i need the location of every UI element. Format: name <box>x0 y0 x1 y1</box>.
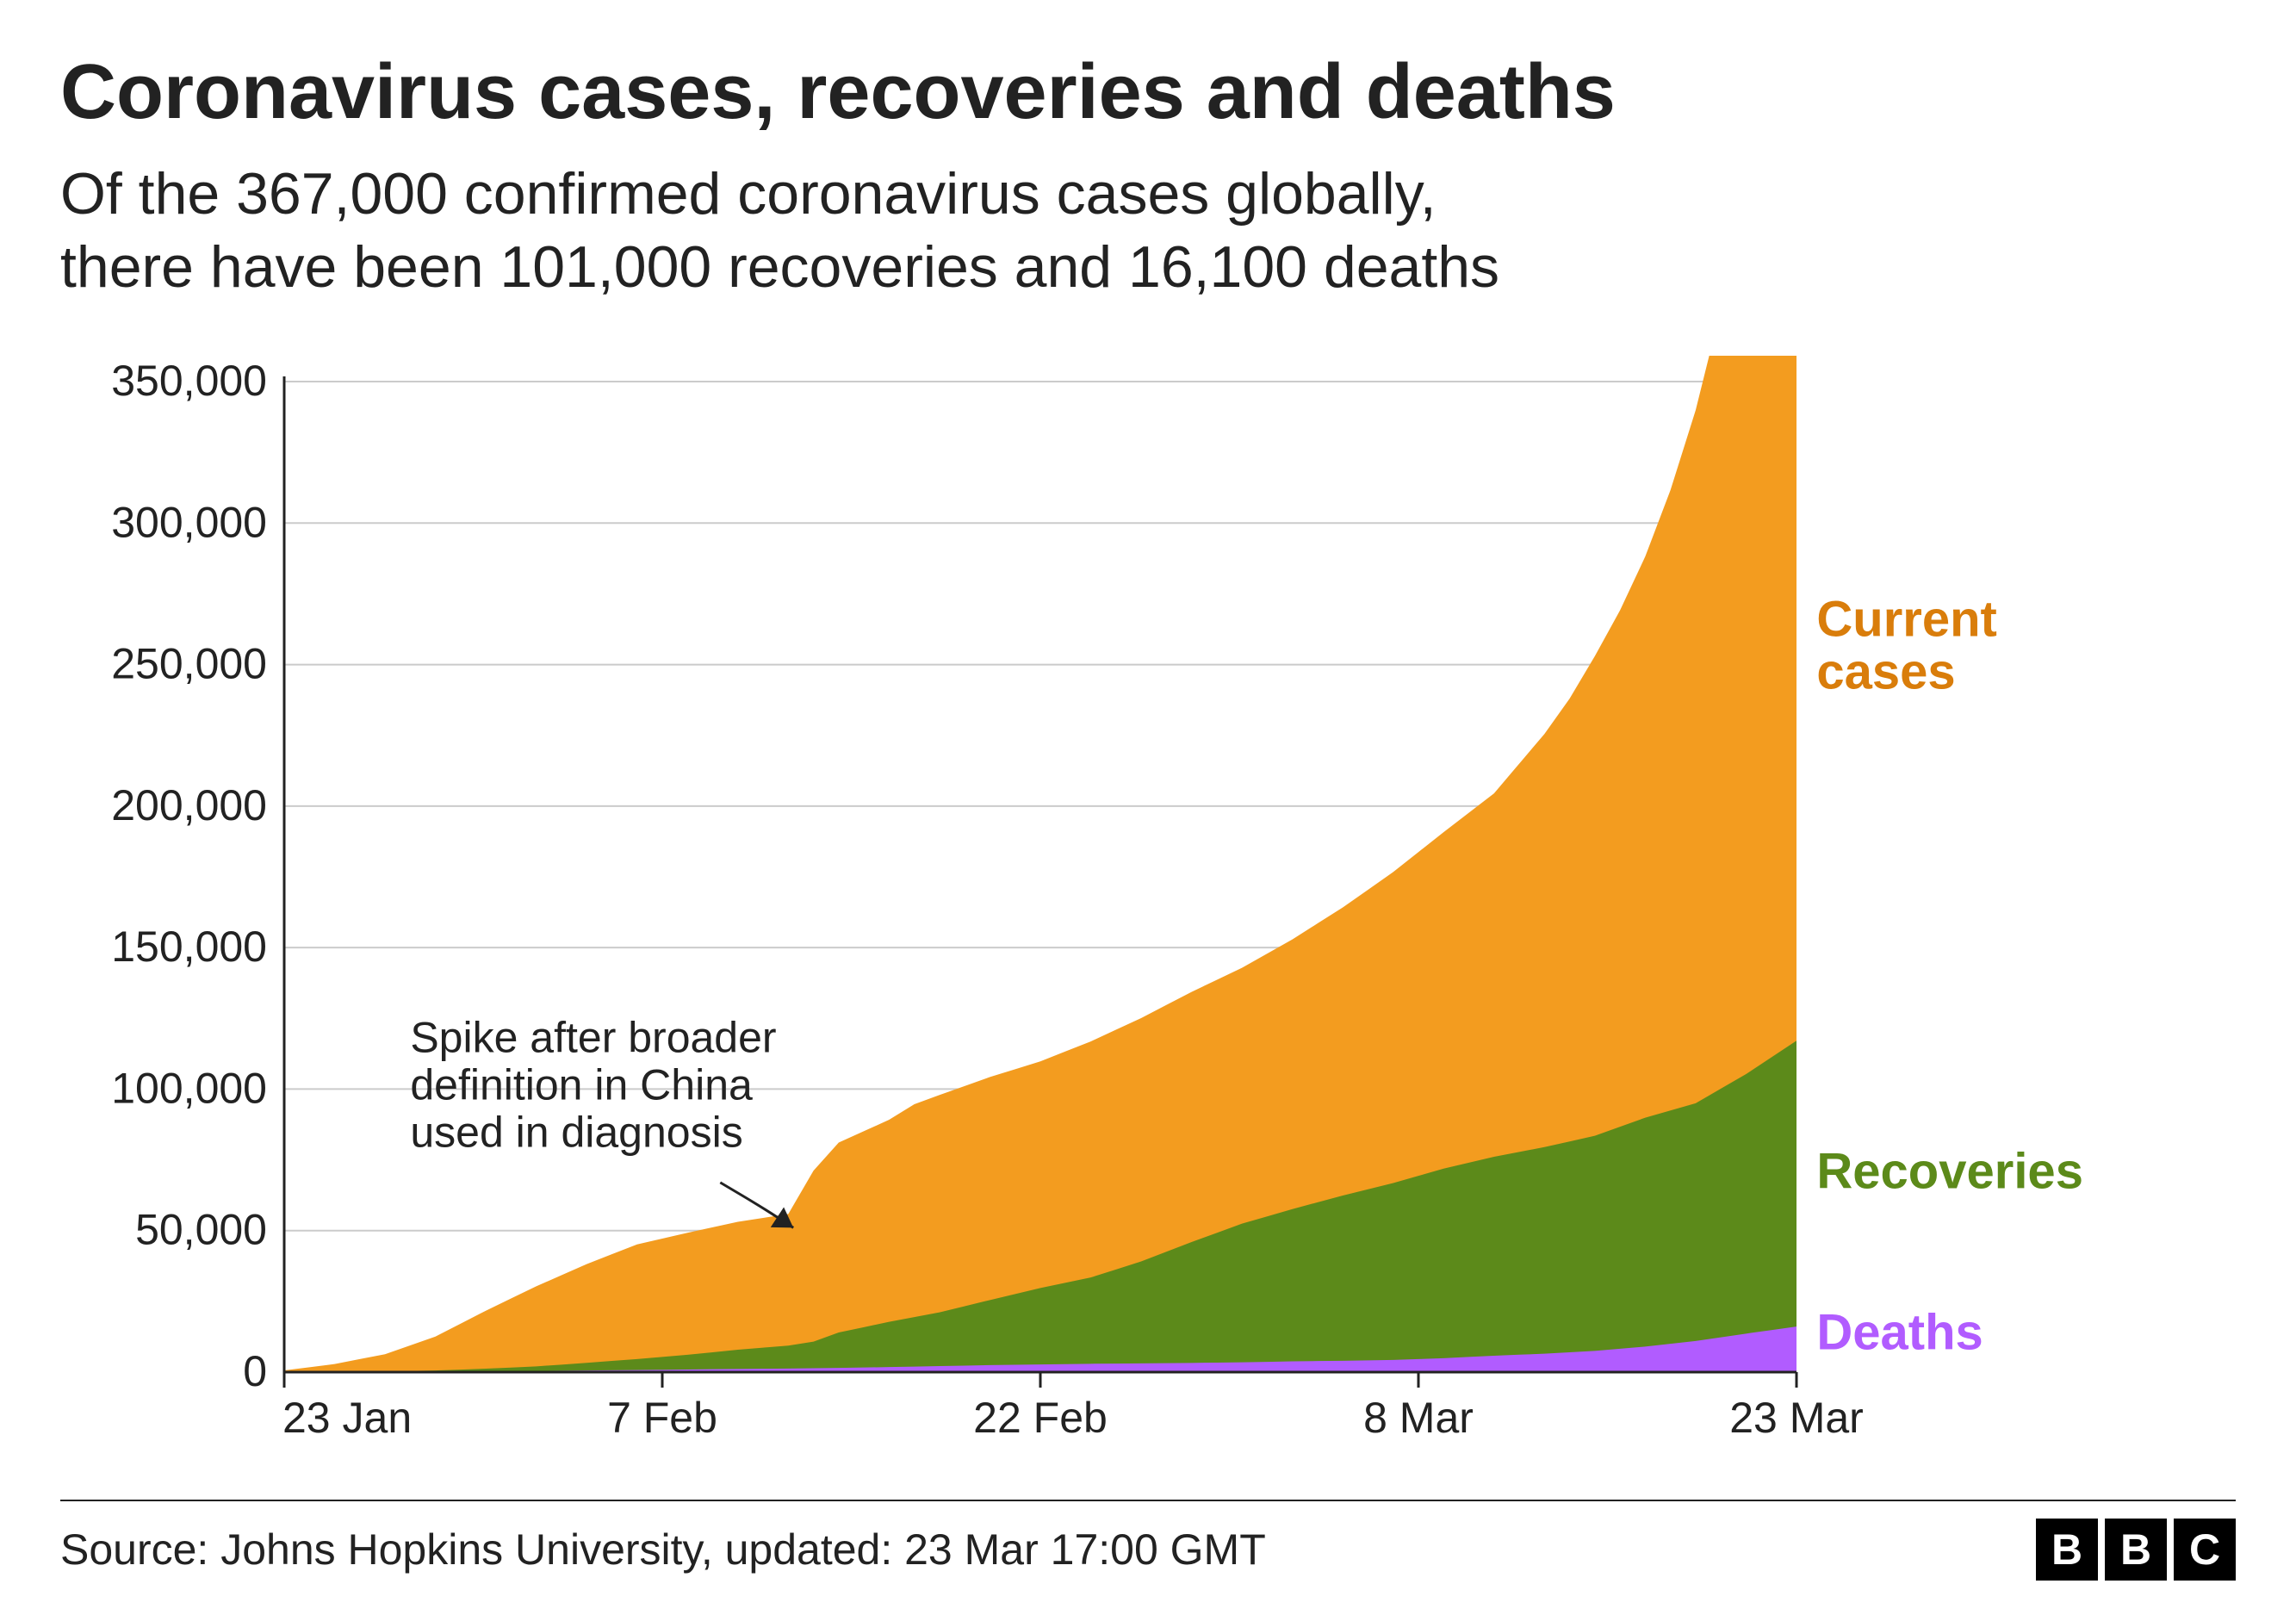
y-tick-label: 350,000 <box>111 357 267 405</box>
bbc-logo: B B C <box>2036 1519 2236 1581</box>
bbc-block-2: B <box>2105 1519 2167 1581</box>
series-label-deaths: Deaths <box>1816 1304 1983 1360</box>
x-tick-label: 23 Mar <box>1729 1394 1864 1442</box>
subtitle-line-2: there have been 101,000 recoveries and 1… <box>60 234 1499 300</box>
y-tick-label: 0 <box>243 1347 267 1395</box>
chart-footer: Source: Johns Hopkins University, update… <box>60 1500 2236 1581</box>
y-tick-label: 50,000 <box>135 1205 267 1253</box>
y-tick-label: 300,000 <box>111 498 267 546</box>
annotation-text: definition in China <box>410 1060 753 1109</box>
chart-subtitle: Of the 367,000 confirmed coronavirus cas… <box>60 158 2236 304</box>
annotation-text: Spike after broader <box>410 1013 776 1061</box>
y-tick-label: 250,000 <box>111 639 267 687</box>
chart-title: Coronavirus cases, recoveries and deaths <box>60 52 2236 134</box>
bbc-block-3: C <box>2174 1519 2236 1581</box>
bbc-block-1: B <box>2036 1519 2098 1581</box>
x-tick-label: 22 Feb <box>973 1394 1108 1442</box>
x-tick-label: 8 Mar <box>1363 1394 1474 1442</box>
chart-container: Coronavirus cases, recoveries and deaths… <box>0 0 2296 1615</box>
y-tick-label: 100,000 <box>111 1064 267 1112</box>
annotation-text: used in diagnosis <box>410 1108 742 1156</box>
y-tick-label: 150,000 <box>111 922 267 971</box>
y-tick-label: 200,000 <box>111 780 267 829</box>
series-label-cases: cases <box>1816 643 1955 699</box>
series-label-cases: Current <box>1816 591 1996 647</box>
source-text: Source: Johns Hopkins University, update… <box>60 1525 1266 1575</box>
x-tick-label: 23 Jan <box>282 1394 412 1442</box>
chart-svg: 0 50,000 100,000 150,000 200,000 250,000 300,0… <box>60 356 2236 1475</box>
footer-rule <box>60 1500 2236 1501</box>
series-label-recoveries: Recoveries <box>1816 1143 2083 1199</box>
subtitle-line-1: Of the 367,000 confirmed coronavirus cas… <box>60 161 1437 227</box>
area-chart: 0 50,000 100,000 150,000 200,000 250,000 300,0… <box>60 356 2236 1475</box>
x-tick-label: 7 Feb <box>607 1394 717 1442</box>
